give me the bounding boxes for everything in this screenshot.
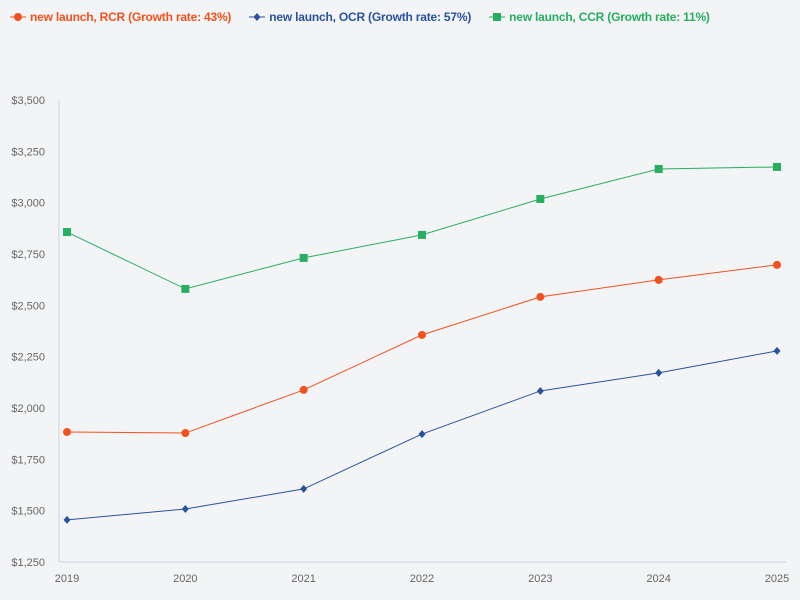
legend-marker-icon [249, 13, 266, 21]
data-point [655, 368, 663, 377]
y-tick-label: $1,250 [11, 557, 45, 569]
data-point [773, 346, 781, 355]
data-point [536, 292, 545, 301]
legend-item[interactable]: new launch, CCR (Growth rate: 11%) [489, 10, 710, 24]
legend-marker-icon [489, 13, 506, 21]
legend: new launch, RCR (Growth rate: 43%) new la… [10, 10, 790, 24]
y-tick-label: $1,750 [11, 454, 45, 466]
data-point [418, 330, 426, 339]
data-point [299, 253, 308, 262]
y-tick-label: $2,250 [11, 352, 45, 364]
data-point [536, 386, 544, 395]
data-point [300, 484, 308, 493]
legend-label: new launch, CCR (Growth rate: 11%) [509, 10, 710, 24]
y-tick-label: $2,500 [11, 300, 45, 312]
data-point [63, 515, 71, 524]
data-point [63, 228, 71, 237]
legend-item[interactable]: new launch, OCR (Growth rate: 57%) [249, 10, 471, 24]
x-tick-label: 2023 [528, 573, 552, 585]
y-tick-label: $3,500 [11, 95, 45, 107]
legend-label: new launch, RCR (Growth rate: 43%) [30, 10, 232, 24]
legend-label: new launch, OCR (Growth rate: 57%) [269, 10, 472, 24]
data-point [536, 194, 545, 203]
data-point [418, 230, 426, 239]
y-tick-label: $3,000 [11, 198, 45, 210]
data-point [181, 505, 189, 514]
y-tick-label: $1,500 [11, 506, 45, 518]
y-tick-label: $2,750 [11, 249, 45, 261]
x-tick-label: 2019 [55, 573, 79, 585]
data-point [773, 260, 781, 269]
x-tick-label: 2020 [173, 573, 197, 585]
data-point [418, 430, 426, 439]
legend-marker-icon [10, 13, 26, 21]
y-tick-label: $2,000 [11, 403, 45, 415]
x-tick-label: 2022 [410, 573, 434, 585]
data-point [63, 428, 71, 437]
x-tick-label: 2025 [765, 573, 789, 585]
data-point [299, 385, 308, 394]
data-point [181, 284, 190, 293]
series-line-2 [66, 166, 778, 290]
legend-item[interactable]: new launch, RCR (Growth rate: 43%) [10, 10, 231, 24]
x-tick-label: 2021 [291, 573, 315, 585]
series-line-0 [66, 264, 778, 434]
data-point [654, 164, 663, 173]
data-point [773, 162, 781, 171]
data-point [181, 429, 190, 438]
data-point [654, 275, 663, 284]
y-tick-label: $3,250 [11, 146, 45, 158]
x-tick-label: 2024 [646, 573, 670, 585]
